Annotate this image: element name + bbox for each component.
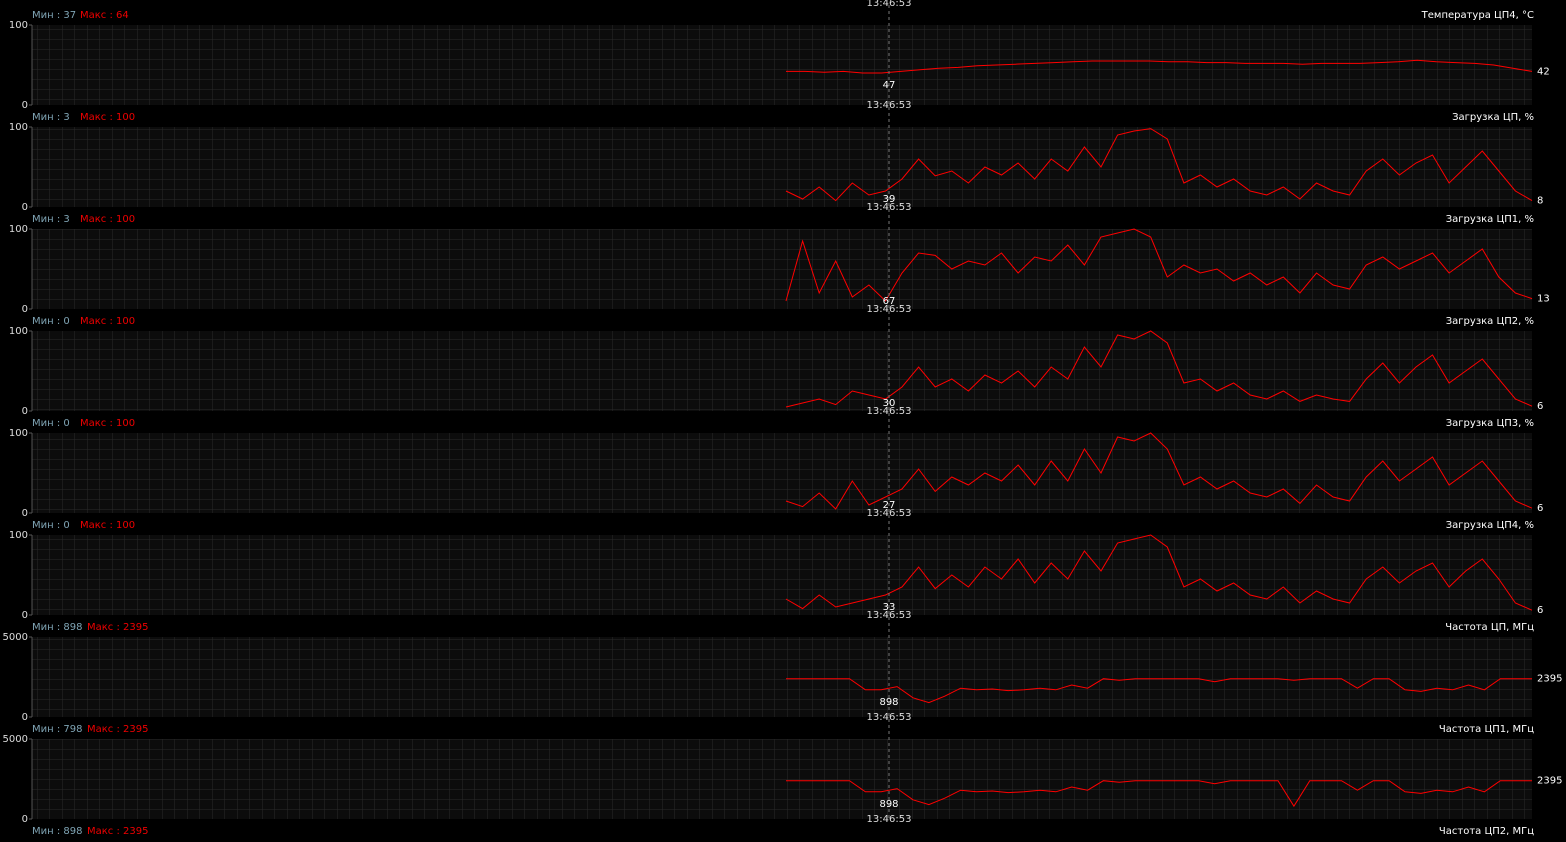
current-value: 2395 [1537,674,1562,685]
time-label: 13:46:53 [867,712,912,723]
cursor-value: 27 [883,500,896,511]
time-label: 13:46:53 [867,508,912,519]
y-tick-label: 0 [22,202,28,213]
panel-title: Частота ЦП1, МГц [1439,724,1534,735]
min-label: Мин : 798 [32,724,82,735]
cursor-value: 47 [883,80,896,91]
y-tick-label: 5000 [3,632,28,643]
current-value: 2395 [1537,776,1562,787]
max-label: Макс : 100 [80,316,135,327]
grid [32,433,1532,513]
panel-title: Частота ЦП, МГц [1445,622,1534,633]
y-tick-label: 0 [22,406,28,417]
y-tick-label: 0 [22,100,28,111]
min-label: Мин : 3 [32,112,70,123]
max-label: Макс : 100 [80,112,135,123]
y-tick-label: 5000 [3,734,28,745]
time-label: 13:46:53 [867,304,912,315]
grid [32,331,1532,411]
min-label: Мин : 37 [32,10,76,21]
min-label: Мин : 0 [32,418,70,429]
trace [786,59,1533,74]
current-value: 6 [1537,503,1543,514]
max-label: Макс : 100 [80,214,135,225]
panel-title: Частота ЦП2, МГц [1439,826,1534,837]
grid [32,25,1532,105]
time-label: 13:46:53 [867,814,912,825]
max-label: Макс : 2395 [87,826,148,837]
min-label: Мин : 0 [32,520,70,531]
cursor-value: 33 [883,602,896,613]
y-tick-label: 100 [9,20,28,31]
trace [785,432,1533,510]
panel-title: Загрузка ЦП3, % [1446,418,1534,429]
y-tick-label: 0 [22,610,28,621]
max-label: Макс : 2395 [87,724,148,735]
max-label: Макс : 2395 [87,622,148,633]
grid [32,229,1532,309]
grid [32,535,1532,615]
trace [786,678,1532,704]
current-value: 6 [1537,605,1543,616]
time-label: 13:46:53 [867,406,912,417]
grid [32,637,1532,717]
cursor-value: 30 [883,398,896,409]
trace [785,534,1533,611]
time-label: 13:46:53 [867,0,912,9]
min-label: Мин : 898 [32,826,82,837]
y-tick-label: 100 [9,224,28,235]
y-tick-label: 0 [22,814,28,825]
max-label: Макс : 64 [80,10,129,21]
current-value: 13 [1537,294,1550,305]
y-tick-label: 100 [9,326,28,337]
panel-title: Загрузка ЦП1, % [1446,214,1534,225]
cursor-value: 39 [883,194,896,205]
cursor-value: 67 [883,296,896,307]
max-label: Макс : 100 [80,520,135,531]
min-label: Мин : 3 [32,214,70,225]
y-tick-label: 100 [9,530,28,541]
y-tick-label: 100 [9,122,28,133]
time-label: 13:46:53 [867,610,912,621]
trace [786,780,1532,808]
current-value: 6 [1537,401,1543,412]
y-tick-label: 0 [22,508,28,519]
panel-title: Температура ЦП4, °C [1421,10,1534,21]
cursor-value: 898 [879,697,898,708]
time-label: 13:46:53 [867,202,912,213]
grid [32,739,1532,819]
panel-title: Загрузка ЦП2, % [1446,316,1534,327]
y-tick-label: 100 [9,428,28,439]
current-value: 8 [1537,196,1543,207]
cursor-value: 898 [879,799,898,810]
min-label: Мин : 0 [32,316,70,327]
time-label: 13:46:53 [867,100,912,111]
y-tick-label: 0 [22,304,28,315]
grid [32,127,1532,207]
trace [785,330,1533,408]
min-label: Мин : 898 [32,622,82,633]
current-value: 42 [1537,66,1550,77]
max-label: Макс : 100 [80,418,135,429]
panel-title: Загрузка ЦП4, % [1446,520,1534,531]
y-tick-label: 0 [22,712,28,723]
trace [785,228,1533,302]
trace [785,128,1533,202]
panel-title: Загрузка ЦП, % [1452,112,1534,123]
